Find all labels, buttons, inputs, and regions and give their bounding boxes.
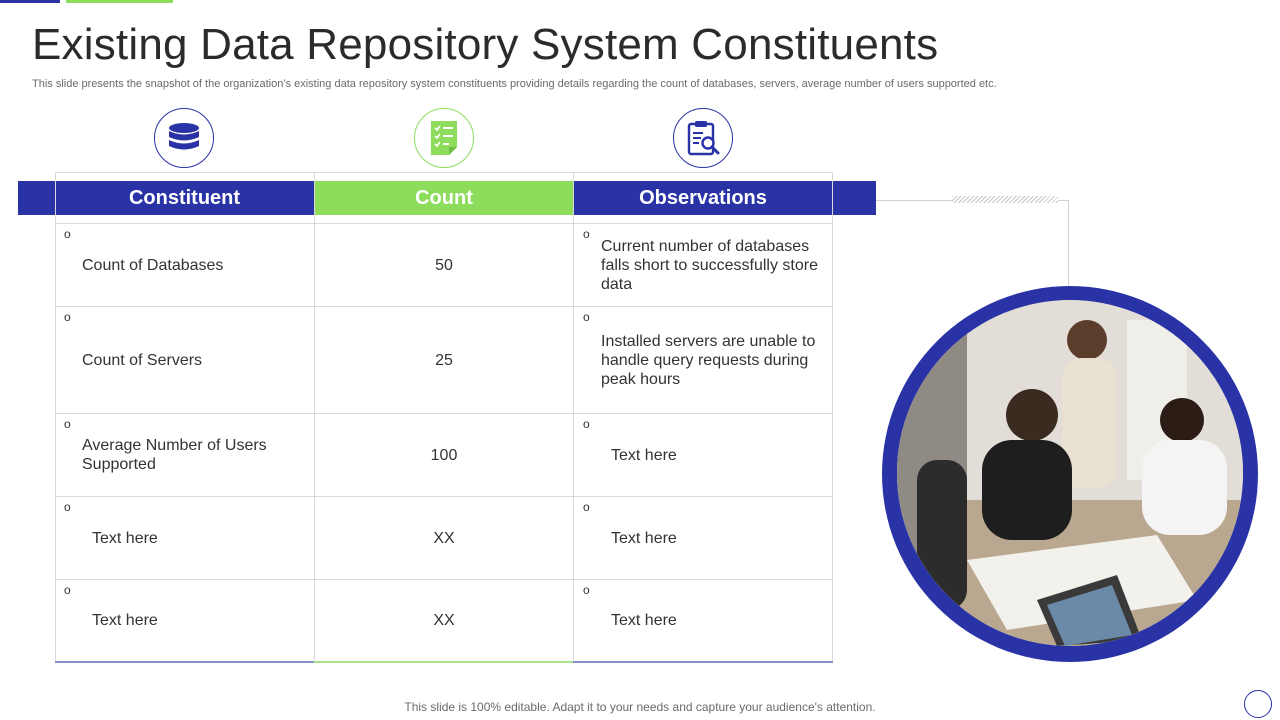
bullet-icon: o xyxy=(583,417,590,431)
bottom-border xyxy=(55,661,314,663)
observation-text: Text here xyxy=(611,529,677,547)
table-cell-count: 50 xyxy=(435,256,453,274)
team-photo-illustration xyxy=(897,300,1243,646)
observation-text: Text here xyxy=(611,446,677,464)
column-divider xyxy=(314,172,315,663)
table-cell-constituent: o Average Number of Users Supported xyxy=(64,414,309,496)
bullet-icon: o xyxy=(64,417,71,431)
row-divider xyxy=(55,223,833,224)
row-divider xyxy=(55,413,833,414)
bullet-icon: o xyxy=(64,227,71,241)
row-divider xyxy=(55,306,833,307)
connector-line xyxy=(1068,200,1069,286)
bullet-icon: o xyxy=(583,227,590,241)
constituent-text: Text here xyxy=(92,612,158,629)
bottom-border xyxy=(314,661,573,663)
database-icon xyxy=(169,123,199,150)
row-divider xyxy=(55,496,833,497)
checklist-icon xyxy=(431,121,457,155)
table-cell-observation: o Text here xyxy=(583,497,823,579)
bullet-icon: o xyxy=(583,583,590,597)
bullet-icon: o xyxy=(583,310,590,324)
table-frame xyxy=(55,172,833,663)
database-icon-circle xyxy=(154,108,214,168)
footer-note: This slide is 100% editable. Adapt it to… xyxy=(404,700,876,714)
page-subtitle: This slide presents the snapshot of the … xyxy=(32,78,997,90)
header-observations: Observations xyxy=(639,186,767,209)
table-cell-count: XX xyxy=(433,529,455,547)
team-photo xyxy=(897,300,1243,646)
table-cell-observation: o Text here xyxy=(583,580,823,661)
constituent-text: Text here xyxy=(92,529,158,547)
clipboard-search-icon xyxy=(687,121,720,156)
observation-text: Installed servers are unable to handle q… xyxy=(601,332,816,388)
header-constituent: Constituent xyxy=(128,186,241,209)
bullet-icon: o xyxy=(64,500,71,514)
column-divider xyxy=(573,172,574,663)
table-cell-constituent: o Count of Databases xyxy=(64,224,309,306)
bullet-icon: o xyxy=(583,500,590,514)
row-divider xyxy=(55,579,833,580)
table-cell-constituent: o Text here xyxy=(64,580,309,661)
table-cell-observation: o Text here xyxy=(583,414,823,496)
top-accent-bar-green xyxy=(66,0,173,3)
table-cell-constituent: o Count of Servers xyxy=(64,307,309,413)
table-cell-observation: o Current number of databases falls shor… xyxy=(583,224,823,306)
checklist-icon-circle xyxy=(414,108,474,168)
table-cell-constituent: o Text here xyxy=(64,497,309,579)
clipboard-search-icon-circle xyxy=(673,108,733,168)
observation-text: Current number of databases falls short … xyxy=(601,237,818,293)
header-count: Count xyxy=(315,181,573,215)
constituent-text: Count of Databases xyxy=(82,256,224,274)
table-cell-observation: o Installed servers are unable to handle… xyxy=(583,307,823,413)
corner-circle-decoration xyxy=(1244,690,1272,718)
top-accent-bar-blue xyxy=(0,0,60,3)
bottom-border xyxy=(573,661,833,663)
bullet-icon: o xyxy=(64,583,71,597)
page-title: Existing Data Repository System Constitu… xyxy=(32,20,939,69)
bullet-icon: o xyxy=(64,310,71,324)
observation-text: Text here xyxy=(611,612,677,629)
hatch-decoration xyxy=(952,196,1058,203)
table-cell-count: 25 xyxy=(435,351,453,369)
constituent-text: Average Number of Users Supported xyxy=(82,437,267,473)
table-cell-count: XX xyxy=(433,612,455,629)
table-cell-count: 100 xyxy=(430,446,458,464)
constituent-text: Count of Servers xyxy=(82,351,203,369)
